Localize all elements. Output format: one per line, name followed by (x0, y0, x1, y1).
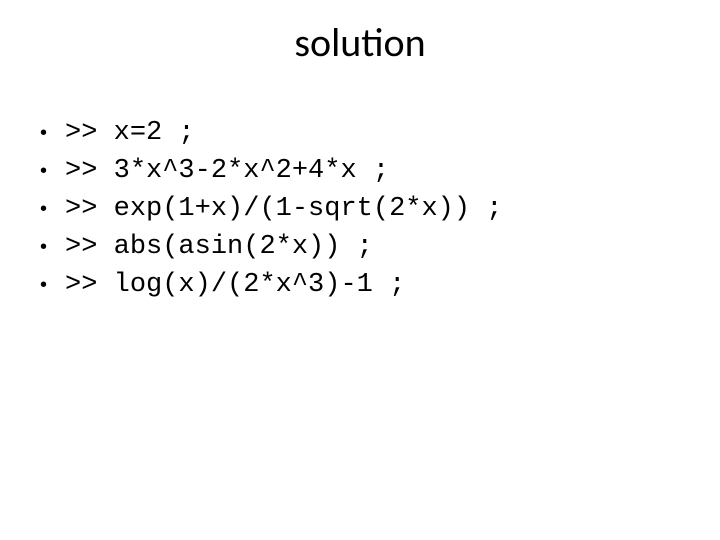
bullet-icon: • (40, 155, 47, 187)
bullet-icon: • (40, 231, 47, 263)
bullet-text: >> x=2 ; (65, 117, 195, 149)
bullet-text: >> abs(asin(2*x)) ; (65, 231, 373, 263)
bullet-list: • >> x=2 ; • >> 3*x^3-2*x^2+4*x ; • >> e… (0, 117, 720, 301)
bullet-text: >> exp(1+x)/(1-sqrt(2*x)) ; (65, 193, 502, 225)
bullet-icon: • (40, 269, 47, 301)
list-item: • >> x=2 ; (40, 117, 720, 149)
bullet-text: >> 3*x^3-2*x^2+4*x ; (65, 155, 389, 187)
list-item: • >> log(x)/(2*x^3)-1 ; (40, 269, 720, 301)
list-item: • >> abs(asin(2*x)) ; (40, 231, 720, 263)
bullet-icon: • (40, 117, 47, 149)
bullet-icon: • (40, 193, 47, 225)
slide-title: solution (0, 0, 720, 117)
list-item: • >> 3*x^3-2*x^2+4*x ; (40, 155, 720, 187)
list-item: • >> exp(1+x)/(1-sqrt(2*x)) ; (40, 193, 720, 225)
bullet-text: >> log(x)/(2*x^3)-1 ; (65, 269, 405, 301)
